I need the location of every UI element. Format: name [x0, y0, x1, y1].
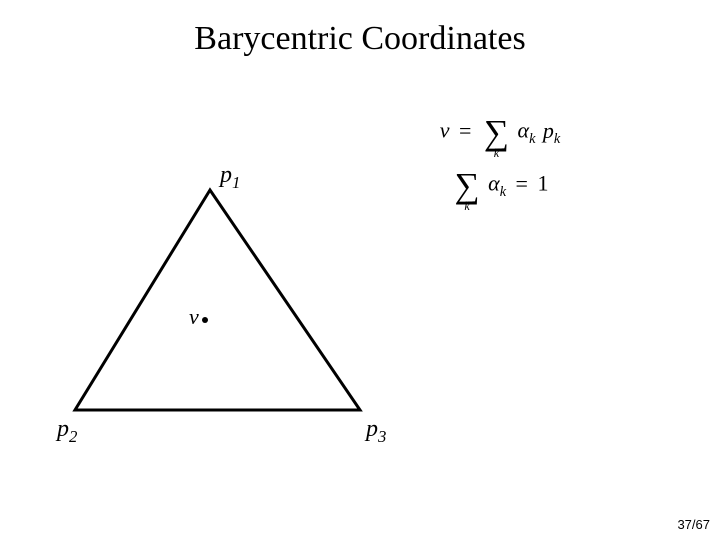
p3-sub: 3: [378, 427, 386, 446]
eq1-sigma-sub: k: [494, 147, 499, 159]
p2-sub: 2: [69, 427, 77, 446]
eq1-alpha-sub: k: [529, 131, 535, 147]
v-label: v: [189, 304, 199, 329]
slide-title: Barycentric Coordinates: [0, 20, 720, 58]
eq2-sigma-wrap: ∑ k: [455, 168, 480, 203]
eq2-alpha-sub: k: [500, 184, 506, 200]
eq1-sigma-wrap: ∑ k: [484, 115, 509, 150]
eq2-sigma-sub: k: [464, 200, 469, 212]
title-text: Barycentric Coordinates: [194, 20, 525, 57]
equation-1: v = ∑ k αk pk: [400, 115, 600, 150]
vertex-label-p1: p1: [220, 162, 240, 193]
p1-base: p: [220, 162, 232, 188]
interior-point-dot: [202, 317, 208, 323]
p1-sub: 1: [232, 173, 240, 192]
p2-base: p: [57, 416, 69, 442]
eq2-rhs: 1: [537, 171, 548, 196]
equations-block: v = ∑ k αk pk ∑ k αk = 1: [400, 115, 600, 213]
triangle-svg: [60, 180, 380, 440]
page-number: 37/67: [677, 517, 710, 532]
eq1-alpha: α: [518, 118, 530, 143]
vertex-label-p3: p3: [366, 416, 386, 447]
p3-base: p: [366, 416, 378, 442]
eq1-lhs: v: [440, 118, 450, 143]
eq2-equals: =: [516, 171, 528, 196]
vertex-label-p2: p2: [57, 416, 77, 447]
eq2-alpha: α: [488, 171, 500, 196]
page-number-text: 37/67: [677, 517, 710, 532]
interior-point-label: v: [189, 304, 199, 330]
triangle-diagram: p1 p2 p3 v: [60, 180, 380, 440]
eq1-equals: =: [459, 118, 471, 143]
equation-2: ∑ k αk = 1: [400, 168, 600, 203]
eq1-p-sub: k: [554, 131, 560, 147]
eq1-p: p: [543, 118, 554, 143]
